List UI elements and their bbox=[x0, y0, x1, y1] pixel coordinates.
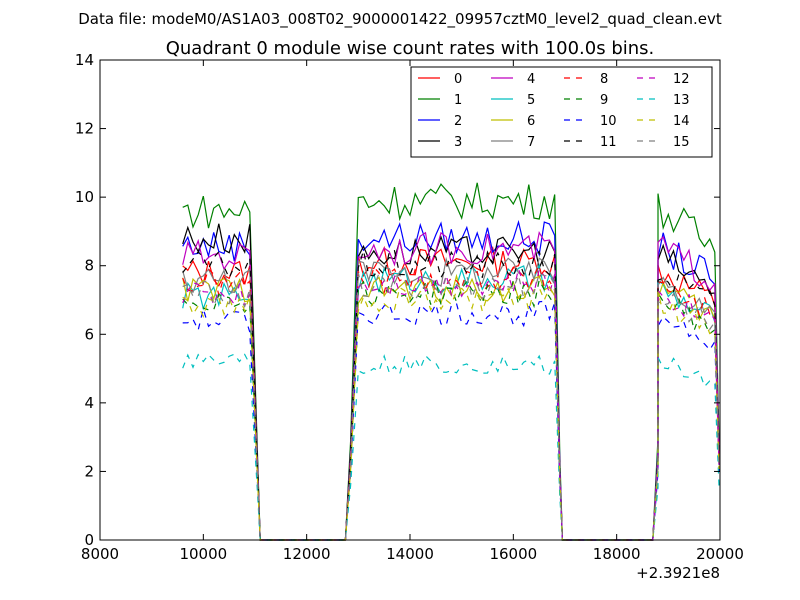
legend-label-13: 13 bbox=[673, 93, 690, 108]
legend-label-15: 15 bbox=[673, 135, 690, 150]
series-line-6 bbox=[182, 273, 720, 541]
legend-label-6: 6 bbox=[527, 114, 535, 129]
legend-label-9: 9 bbox=[600, 93, 608, 108]
x-tick-label: 18000 bbox=[593, 545, 641, 563]
y-tick-label: 6 bbox=[84, 325, 94, 343]
legend-label-11: 11 bbox=[600, 135, 617, 150]
series-layer bbox=[182, 182, 720, 541]
legend-label-8: 8 bbox=[600, 72, 608, 87]
axis-ticks: 8000 10000 12000 14000 16000 18000 20000 0 2 4 6 8 1… bbox=[75, 51, 744, 563]
x-tick-label: 8000 bbox=[81, 545, 119, 563]
legend-label-12: 12 bbox=[673, 72, 690, 87]
series-line-7 bbox=[182, 256, 720, 541]
legend-label-1: 1 bbox=[454, 93, 462, 108]
y-tick-label: 12 bbox=[75, 120, 94, 138]
x-tick-label: 20000 bbox=[696, 545, 744, 563]
series-line-9 bbox=[182, 278, 720, 541]
legend-label-14: 14 bbox=[673, 114, 690, 129]
y-tick-label: 10 bbox=[75, 188, 94, 206]
series-line-3 bbox=[182, 223, 720, 541]
y-tick-label: 8 bbox=[84, 257, 94, 275]
legend-label-10: 10 bbox=[600, 114, 617, 129]
legend-box bbox=[410, 66, 713, 158]
legend-label-5: 5 bbox=[527, 93, 535, 108]
x-tick-label: 16000 bbox=[489, 545, 537, 563]
series-line-2 bbox=[182, 219, 720, 541]
y-tick-label: 2 bbox=[84, 462, 94, 480]
y-tick-label: 0 bbox=[84, 531, 94, 549]
data-file-suptitle: Data file: modeM0/AS1A03_008T02_90000014… bbox=[78, 10, 722, 29]
y-tick-label: 14 bbox=[75, 51, 94, 69]
series-line-10 bbox=[182, 300, 720, 541]
legend-label-0: 0 bbox=[454, 72, 462, 87]
x-tick-label: 12000 bbox=[283, 545, 331, 563]
x-offset-label: +2.3921e8 bbox=[636, 564, 720, 582]
series-line-1 bbox=[182, 182, 720, 541]
legend-label-3: 3 bbox=[454, 135, 462, 150]
x-tick-label: 14000 bbox=[386, 545, 434, 563]
chart-title: Quadrant 0 module wise count rates with … bbox=[166, 38, 655, 59]
series-line-13 bbox=[182, 353, 720, 541]
series-line-14 bbox=[182, 286, 720, 541]
x-tick-label: 10000 bbox=[179, 545, 227, 563]
series-line-4 bbox=[182, 230, 720, 541]
legend-label-2: 2 bbox=[454, 114, 462, 129]
series-line-11 bbox=[182, 248, 720, 541]
series-line-15 bbox=[182, 272, 720, 541]
legend-label-4: 4 bbox=[527, 72, 535, 87]
legend-label-7: 7 bbox=[527, 135, 535, 150]
y-tick-label: 4 bbox=[84, 394, 94, 412]
